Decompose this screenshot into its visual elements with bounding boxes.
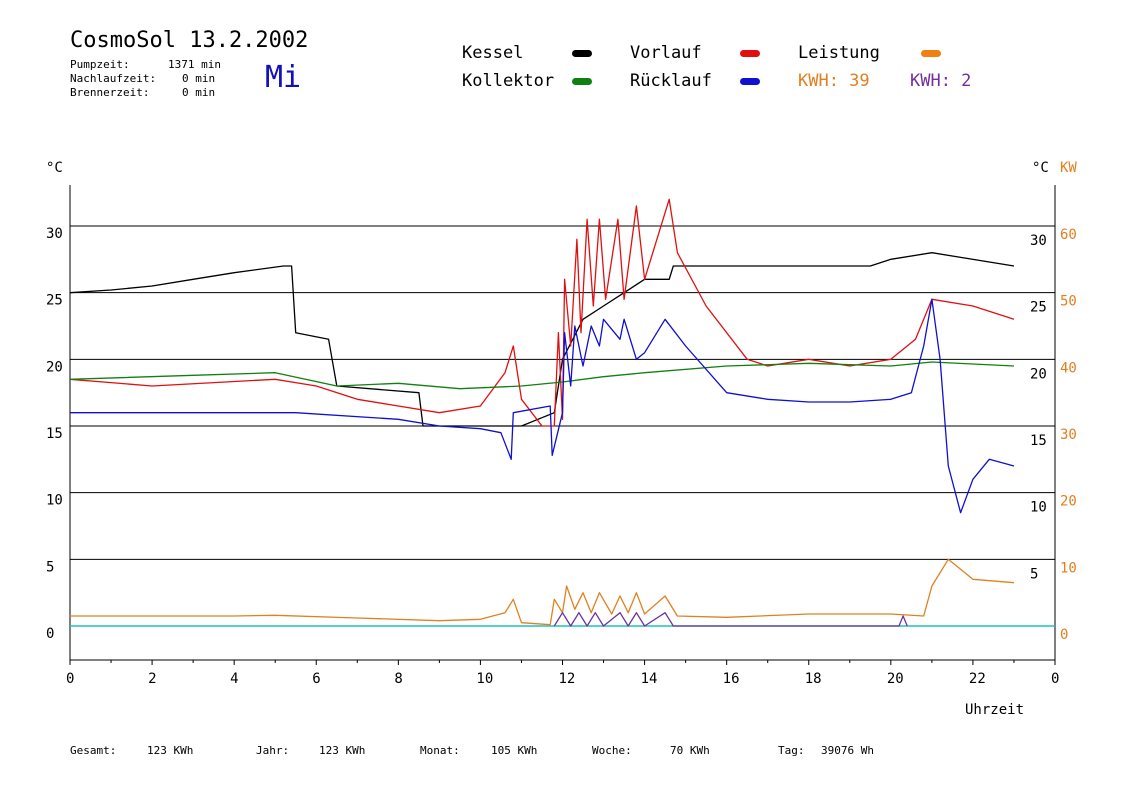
right-tick-label: 25 (1030, 300, 1047, 316)
legend-leistung-label: Leistung (798, 43, 880, 63)
left-tick-label: 10 (46, 493, 63, 509)
right-axis-unit: °C (1032, 160, 1049, 176)
x-tick-label: 18 (805, 671, 822, 687)
right-tick-label: 20 (1030, 366, 1047, 382)
right-kw-tick-label: 30 (1060, 427, 1077, 443)
footer-tag-label: Tag: (778, 744, 805, 757)
right-tick-label: 30 (1030, 233, 1047, 249)
right-kw-tick-label: 10 (1060, 560, 1077, 576)
legend-kessel-label: Kessel (462, 43, 524, 63)
info-pumpzeit: Pumpzeit: 1371 min (70, 58, 221, 71)
left-tick-label: 30 (46, 226, 63, 242)
info-value: 1371 min (168, 58, 221, 71)
left-axis-unit: °C (46, 160, 63, 176)
right-kw-tick-label: 60 (1060, 227, 1077, 243)
info-label: Nachlaufzeit: (70, 72, 157, 85)
left-tick-label: 0 (46, 626, 54, 642)
x-tick-label: 14 (641, 671, 658, 687)
series (69, 198, 1015, 627)
legend-vorlauf-swatch (740, 50, 760, 57)
right-tick-label: 5 (1030, 566, 1038, 582)
series-rcklauf-line (70, 298, 1015, 514)
info-nachlaufzeit: Nachlaufzeit: 0 min (70, 72, 215, 85)
x-tick-label: 2 (148, 671, 156, 687)
footer-monat-label: Monat: (420, 744, 460, 757)
weekday-label: Mi (265, 60, 302, 95)
right-tick-label: 10 (1030, 500, 1047, 516)
info-brennerzeit: Brennerzeit: 0 min (70, 86, 215, 99)
x-tick-label: 10 (476, 671, 493, 687)
series-vorlauf-line (69, 198, 1015, 427)
x-tick-label: 0 (66, 671, 74, 687)
kwh-leistung: KWH: 39 (798, 71, 870, 91)
legend-vorlauf-label: Vorlauf (630, 43, 702, 63)
left-tick-label: 5 (46, 559, 54, 575)
x-tick-label: 20 (887, 671, 904, 687)
left-tick-label: 20 (46, 359, 63, 375)
legend-kollektor-label: Kollektor (462, 71, 555, 91)
footer-jahr-label: Jahr: (256, 744, 290, 757)
series-kessel-line (69, 252, 1015, 427)
series-kollektor-power-line (553, 612, 908, 627)
x-tick-label: 12 (559, 671, 576, 687)
legend-ruecklauf-swatch (740, 78, 760, 85)
kwh-kollektor: KWH: 2 (910, 71, 972, 91)
right-kw-tick-label: 0 (1060, 627, 1068, 643)
x-tick-label: 16 (723, 671, 740, 687)
right-kw-tick-label: 40 (1060, 360, 1077, 376)
legend-ruecklauf-label: Rücklauf (630, 71, 712, 91)
left-tick-label: 15 (46, 426, 63, 442)
footer-tag-value: 39076 Wh (821, 744, 874, 757)
right-kw-tick-label: 20 (1060, 494, 1077, 510)
right-kw-tick-label: 50 (1060, 294, 1077, 310)
series-leistung-line (70, 558, 1015, 626)
x-tick-label: 8 (394, 671, 402, 687)
info-label: Pumpzeit: (70, 58, 130, 71)
right-axis-unit-kw: KW (1060, 160, 1077, 176)
page-title: CosmoSol 13.2.2002 (70, 28, 309, 53)
footer-monat-value: 105 KWh (491, 744, 538, 757)
left-tick-label: 25 (46, 293, 63, 309)
info-value: 0 min (182, 86, 216, 99)
info-value: 0 min (182, 72, 216, 85)
x-tick-label: 22 (969, 671, 986, 687)
footer-jahr-value: 123 KWh (319, 744, 366, 757)
legend-kollektor-swatch (572, 78, 592, 85)
x-axis-label: Uhrzeit (965, 702, 1025, 718)
footer-woche-label: Woche: (592, 744, 632, 757)
footer-gesamt-value: 123 KWh (147, 744, 194, 757)
legend-kessel-swatch (572, 50, 592, 57)
info-label: Brennerzeit: (70, 86, 150, 99)
legend-leistung-swatch (921, 50, 941, 57)
series-kollektor-line (69, 361, 1015, 390)
x-tick-label: 4 (230, 671, 238, 687)
x-tick-label: 0 (1051, 671, 1059, 687)
right-tick-label: 15 (1030, 433, 1047, 449)
footer-woche-value: 70 KWh (670, 744, 710, 757)
x-tick-label: 6 (312, 671, 320, 687)
footer-gesamt-label: Gesamt: (70, 744, 117, 757)
